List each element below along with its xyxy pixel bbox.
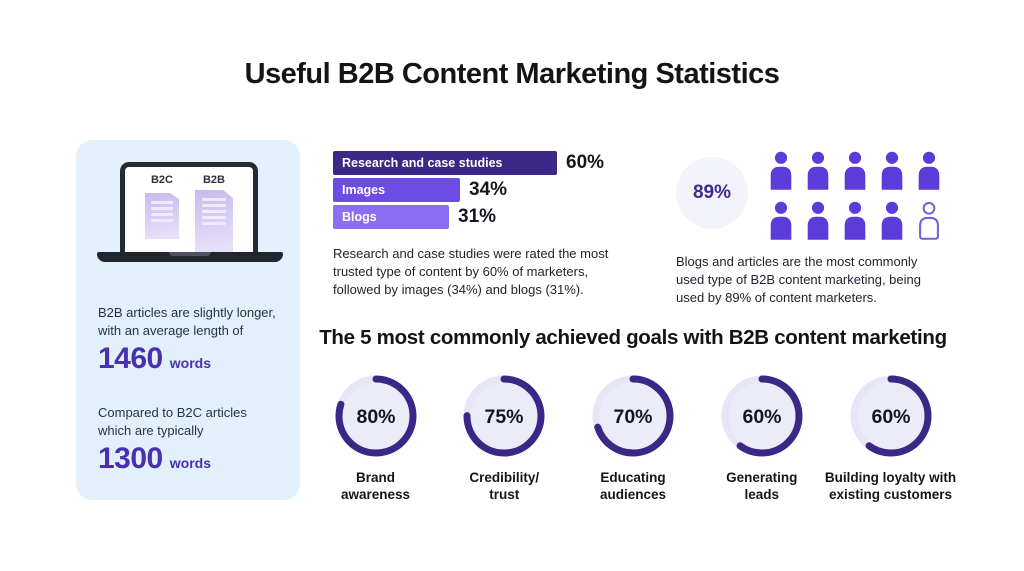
person-icon (807, 201, 829, 240)
donut-value: 70% (613, 406, 652, 428)
donut-value: 80% (356, 406, 395, 428)
person-outline-icon (919, 201, 939, 240)
bar-label: Research and case studies (342, 156, 503, 170)
person-icon (881, 151, 903, 190)
laptop-illustration: B2C B2B (76, 162, 300, 274)
bar-chart-caption: Research and case studies were rated the… (333, 246, 609, 298)
bar-value: 60% (566, 152, 605, 173)
bar-row: Blogs 31% (333, 205, 653, 229)
b2b-word-unit: words (169, 354, 211, 371)
bar-value: 34% (469, 179, 508, 200)
b2c-document-icon (145, 193, 179, 239)
goal-donut: 80% Brand awareness (315, 373, 436, 504)
goals-heading: The 5 most commonly achieved goals with … (319, 326, 947, 349)
bar-rows: Research and case studies 60% Images 34% Blo… (333, 151, 653, 229)
trusted-content-bar-chart: Research and case studies 60% Images 34% Blo… (333, 151, 653, 300)
donut-value: 75% (485, 406, 524, 428)
bar-label: Images (342, 183, 386, 197)
laptop-base (97, 252, 283, 262)
b2c-length-text: Compared to B2C articles which are typic… (98, 404, 247, 438)
bar-label: Blogs (342, 210, 377, 224)
goal-donut: 60% Generating leads (701, 373, 822, 504)
goal-label: Building loyalty with existing customers (824, 470, 957, 502)
donut-chart: 60% (721, 375, 803, 457)
donut-value: 60% (871, 406, 910, 428)
people-grid (766, 150, 944, 245)
person-icon (770, 201, 792, 240)
goal-label: Brand awareness (340, 470, 411, 502)
goals-section: The 5 most commonly achieved goals with … (315, 326, 956, 504)
article-length-card: B2C B2B B2B articles are slightly longer… (76, 140, 300, 500)
person-icon (918, 151, 940, 190)
b2c-word-unit: words (169, 454, 211, 471)
usage-pictogram: 89% Blogs and articles are the most comm… (676, 150, 948, 308)
goal-donut: 70% Educating audiences (573, 373, 694, 504)
donut-chart: 60% (850, 375, 931, 457)
b2c-length-stat: 1300 words (98, 442, 278, 476)
bar: Blogs (333, 205, 449, 229)
donut-chart: 80% (335, 375, 416, 457)
percentage-badge-value: 89% (692, 182, 732, 203)
bar: Research and case studies (333, 151, 557, 175)
person-icon (807, 151, 829, 190)
goal-donut: 60% Building loyalty with existing custom… (825, 373, 956, 504)
donut-chart: 70% (592, 375, 674, 457)
bar: Images (333, 178, 460, 202)
bar-row: Images 34% (333, 178, 653, 202)
page-title: Useful B2B Content Marketing Statistics (244, 58, 780, 90)
b2c-word-count: 1300 (98, 441, 163, 475)
laptop-screen: B2C B2B (120, 162, 258, 252)
donut-value: 60% (742, 406, 781, 428)
goal-label: Educating audiences (599, 470, 667, 502)
b2c-label: B2C (150, 174, 173, 186)
bar-value: 31% (458, 206, 497, 227)
donut-chart: 75% (463, 375, 545, 457)
b2b-length-stat: 1460 words (98, 342, 278, 376)
donut-row: 80% Brand awareness 75% Credibility/ trust 7… (315, 373, 956, 504)
pictogram-caption: Blogs and articles are the most commonly… (676, 254, 921, 306)
bar-row: Research and case studies 60% (333, 151, 653, 175)
b2b-length-text: B2B articles are slightly longer, with a… (98, 305, 276, 338)
person-icon (770, 151, 792, 190)
goal-label: Generating leads (726, 470, 798, 502)
b2b-document-icon (195, 190, 233, 252)
goal-donut: 75% Credibility/ trust (444, 373, 565, 504)
b2b-label: B2B (202, 174, 225, 186)
person-icon (844, 151, 866, 190)
b2b-word-count: 1460 (98, 341, 163, 375)
person-icon (844, 201, 866, 240)
person-icon (881, 201, 903, 240)
goal-label: Credibility/ trust (469, 470, 540, 502)
percentage-badge: 89% (676, 157, 748, 229)
